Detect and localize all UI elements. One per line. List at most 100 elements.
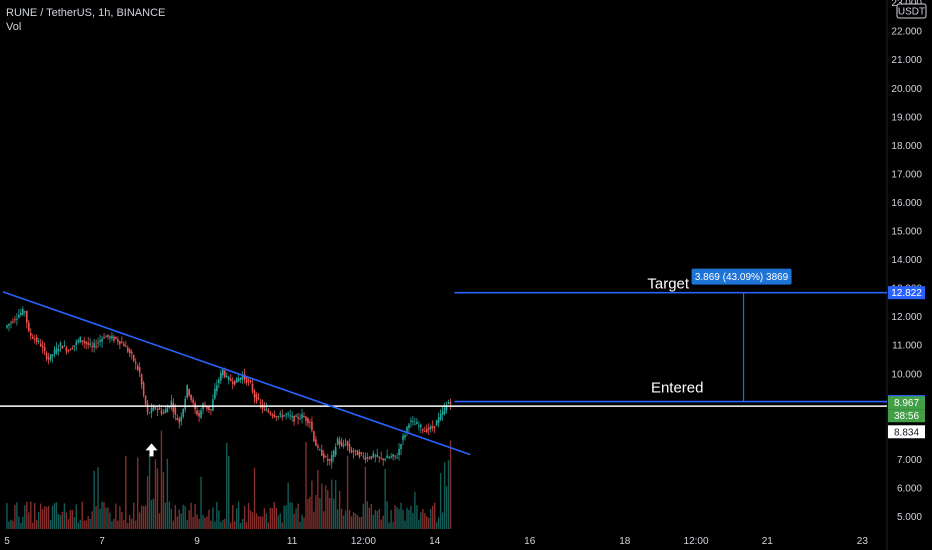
volume-bar — [374, 509, 376, 529]
volume-bar — [271, 508, 274, 529]
volume-bar — [350, 516, 353, 529]
candle-body — [352, 451, 355, 453]
candle-body — [410, 420, 412, 422]
measure-box[interactable] — [691, 268, 792, 285]
candle-body — [29, 332, 32, 336]
x-tick-label: 16 — [524, 536, 536, 547]
candle-body — [386, 455, 388, 459]
volume-bar — [344, 510, 347, 529]
candle-body — [328, 459, 331, 461]
volume-bar — [420, 512, 422, 529]
price-tag[interactable] — [888, 396, 925, 410]
volume-bar — [352, 512, 355, 529]
volume-bar — [89, 518, 91, 529]
candle-body — [418, 425, 420, 427]
volume-bar — [235, 508, 238, 529]
candle-body — [356, 450, 359, 456]
candle-body — [291, 415, 293, 418]
volume-bar — [158, 513, 161, 529]
volume-bar — [305, 442, 307, 529]
candle-body — [245, 377, 248, 384]
candle-body — [31, 336, 34, 339]
candle-body — [69, 349, 72, 351]
candle-body — [6, 325, 8, 328]
candle-body — [231, 381, 234, 384]
volume-bar — [18, 516, 20, 529]
volume-bar — [327, 490, 329, 529]
candle-body — [431, 426, 434, 428]
volume-bar — [251, 512, 254, 529]
volume-bar — [447, 460, 450, 529]
volume-bar — [416, 505, 418, 529]
volume-bar — [336, 509, 339, 529]
volume-bar — [26, 501, 28, 529]
trendline[interactable] — [2, 291, 471, 456]
volume-bar — [172, 520, 175, 529]
candle-body — [79, 336, 82, 343]
candle-body — [408, 424, 410, 429]
candle-body — [186, 384, 188, 398]
candle-body — [437, 417, 440, 424]
symbol-title[interactable]: RUNE / TetherUS, 1h, BINANCE — [6, 7, 166, 19]
volume-bar — [36, 519, 38, 529]
target-label[interactable]: Target — [647, 276, 690, 293]
y-tick-label: 10.000 — [891, 369, 922, 380]
candle-body — [259, 402, 262, 404]
volume-bar — [307, 499, 309, 529]
candle-body — [170, 400, 173, 405]
volume-bar — [338, 490, 341, 529]
candle-body — [119, 341, 121, 345]
volume-indicator-label[interactable]: Vol — [6, 21, 22, 33]
candle-body — [196, 410, 198, 415]
candle-body — [257, 397, 260, 400]
volume-bar — [313, 511, 315, 529]
candle-body — [164, 409, 167, 413]
currency-badge[interactable] — [896, 3, 927, 19]
volume-bar — [10, 519, 12, 529]
volume-bar — [273, 501, 275, 529]
candle-body — [95, 345, 97, 347]
candle-body — [281, 415, 284, 418]
price-tag[interactable] — [888, 409, 925, 423]
price-tag[interactable] — [888, 425, 925, 439]
candle-body — [392, 454, 394, 457]
volume-bar — [394, 505, 396, 529]
candle-body — [338, 440, 341, 445]
volume-bar — [366, 501, 369, 529]
candle-body — [317, 445, 319, 448]
volume-bar — [239, 522, 242, 529]
candle-body — [33, 338, 36, 340]
x-tick-label: 7 — [99, 536, 105, 547]
volume-bar — [418, 519, 420, 529]
candle-body — [85, 341, 87, 344]
volume-bar — [277, 515, 279, 529]
candle-body — [22, 309, 24, 315]
volume-bar — [117, 520, 119, 529]
entered-label[interactable]: Entered — [651, 380, 704, 397]
candle-body — [160, 410, 163, 414]
candle-body — [422, 429, 424, 431]
volume-bar — [206, 516, 208, 529]
volume-bar — [166, 458, 169, 529]
x-tick-label: 5 — [4, 536, 10, 547]
candle-body — [101, 338, 103, 342]
candle-body — [273, 414, 276, 417]
y-tick-label: 5.000 — [897, 512, 922, 523]
volume-bar — [63, 503, 66, 529]
y-tick-label: 19.000 — [891, 112, 922, 123]
candle-body — [63, 345, 66, 347]
candle-body — [138, 367, 141, 373]
candle-body — [61, 346, 64, 349]
volume-bar — [93, 470, 95, 529]
y-tick-label: 22.000 — [891, 27, 922, 38]
volume-bar — [230, 522, 232, 529]
candle-body — [146, 403, 149, 412]
candle-body — [374, 455, 377, 457]
candle-body — [225, 376, 228, 378]
price-tag[interactable] — [888, 286, 925, 300]
volume-bar — [95, 506, 97, 529]
volume-bar — [433, 502, 436, 529]
candle-body — [172, 403, 175, 412]
x-tick-label: 23 — [857, 536, 869, 547]
